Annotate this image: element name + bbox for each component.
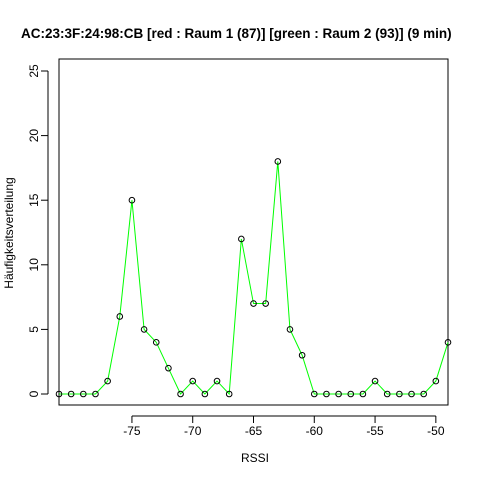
data-point (177, 390, 184, 398)
x-tick-label: -70 (184, 424, 202, 438)
x-axis-label: RSSI (241, 451, 269, 465)
data-point (165, 364, 172, 372)
data-point (432, 377, 440, 385)
data-point (359, 390, 367, 398)
data-point (335, 390, 342, 398)
data-point (104, 377, 111, 385)
data-point (310, 390, 318, 398)
data-point (371, 377, 379, 385)
y-axis: 0 5 10 15 20 25 (27, 64, 49, 397)
x-tick-label: -55 (366, 424, 384, 438)
y-tick-label: 15 (27, 193, 41, 207)
data-point (116, 313, 124, 320)
data-point (225, 390, 233, 398)
data-point (201, 390, 209, 398)
data-point (408, 390, 415, 398)
data-point (250, 300, 257, 307)
data-point (286, 326, 294, 333)
data-point (420, 390, 427, 398)
y-tick-label: 5 (27, 326, 41, 333)
x-tick-label: -75 (123, 424, 141, 438)
data-point (274, 158, 282, 165)
data-point (55, 390, 63, 398)
data-point (213, 377, 221, 385)
x-tick-label: -50 (427, 424, 445, 438)
series-line (59, 161, 449, 396)
data-point (128, 196, 136, 204)
data-point (238, 235, 245, 243)
data-point (347, 390, 355, 398)
x-tick-label: -65 (245, 424, 263, 438)
data-point (298, 351, 306, 359)
x-axis: -75 -70 -65 -60 -55 -50 (123, 415, 445, 438)
data-point (323, 390, 330, 398)
y-tick-label: 20 (27, 129, 41, 143)
data-point (140, 326, 148, 333)
y-tick-label: 10 (27, 258, 41, 272)
data-point (152, 339, 160, 346)
data-points (55, 158, 452, 398)
data-point (189, 377, 197, 385)
data-point (67, 390, 75, 398)
y-tick-label: 25 (27, 64, 41, 78)
y-axis-label: Häufigkeitsverteilung (2, 177, 16, 288)
chart-title: AC:23:3F:24:98:CB [red : Raum 1 (87)] [g… (21, 26, 452, 41)
y-tick-label: 0 (27, 390, 41, 397)
data-point (383, 390, 391, 398)
plot-frame (58, 58, 449, 406)
data-point (396, 390, 403, 398)
data-point (80, 390, 87, 398)
data-point (444, 339, 452, 346)
data-point (92, 390, 99, 398)
x-tick-label: -60 (306, 424, 324, 438)
data-point (262, 300, 269, 307)
